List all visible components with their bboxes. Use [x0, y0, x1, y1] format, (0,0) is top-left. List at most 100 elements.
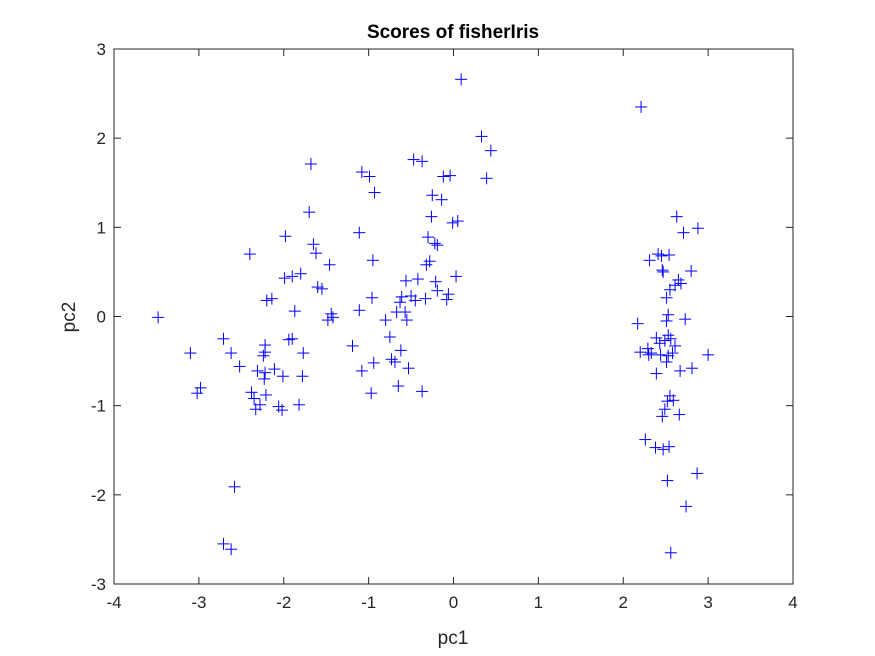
- data-point: [392, 380, 405, 393]
- data-point: [353, 226, 366, 239]
- data-point: [702, 348, 715, 361]
- data-point: [286, 270, 299, 283]
- data-point: [663, 440, 676, 453]
- data-point: [437, 170, 450, 183]
- data-point: [654, 348, 667, 361]
- data-point: [674, 364, 687, 377]
- data-point: [279, 230, 292, 243]
- y-tick-label: 2: [97, 129, 106, 148]
- data-point: [385, 353, 398, 366]
- data-point: [217, 332, 230, 345]
- data-point: [326, 311, 339, 324]
- data-point: [657, 443, 670, 456]
- y-tick-label: -2: [91, 486, 106, 505]
- data-point: [265, 292, 278, 305]
- data-point: [346, 339, 359, 352]
- data-point: [409, 294, 422, 307]
- data-point: [685, 265, 698, 278]
- data-point: [656, 410, 669, 423]
- data-point: [228, 480, 241, 493]
- data-point: [307, 238, 320, 251]
- data-point: [431, 284, 444, 297]
- data-point: [635, 100, 648, 113]
- data-point: [367, 356, 380, 369]
- data-point: [278, 272, 291, 285]
- data-point: [365, 387, 378, 400]
- data-point: [423, 255, 436, 268]
- data-point: [426, 189, 439, 202]
- plot-area: [113, 48, 794, 585]
- data-point: [661, 474, 674, 487]
- data-point: [411, 273, 424, 286]
- x-tick-label: 1: [534, 593, 543, 612]
- data-point: [679, 313, 692, 326]
- y-axis-label: pc2: [59, 302, 80, 333]
- data-point: [685, 362, 698, 375]
- data-point: [653, 337, 666, 350]
- data-point: [419, 292, 432, 305]
- data-point: [282, 333, 295, 346]
- data-point: [455, 73, 468, 86]
- y-axis: -3 -2 -1 0 1 2 3: [91, 40, 793, 594]
- data-point: [674, 277, 687, 290]
- data-point: [425, 210, 438, 223]
- data-point: [655, 249, 668, 262]
- data-point: [323, 258, 336, 271]
- x-tick-label: -1: [361, 593, 376, 612]
- x-tick-label: -3: [191, 593, 206, 612]
- data-point: [293, 398, 306, 411]
- data-point: [402, 362, 415, 375]
- data-point: [366, 291, 379, 304]
- data-point: [484, 144, 497, 157]
- data-point: [680, 500, 693, 513]
- data-point: [268, 363, 281, 376]
- data-point: [657, 265, 670, 278]
- x-tick-label: -4: [106, 593, 121, 612]
- data-point: [355, 364, 368, 377]
- data-point: [451, 215, 464, 228]
- data-point: [664, 546, 677, 559]
- data-point: [660, 291, 673, 304]
- data-point: [442, 288, 455, 301]
- data-point: [258, 372, 271, 385]
- data-point: [428, 237, 441, 250]
- data-point: [662, 308, 675, 321]
- data-point: [631, 317, 644, 330]
- data-point: [645, 347, 658, 360]
- data-point: [663, 248, 676, 261]
- data-point: [634, 346, 647, 359]
- data-point: [450, 270, 463, 283]
- data-point: [669, 339, 682, 352]
- data-point: [669, 279, 682, 292]
- data-point: [664, 332, 677, 345]
- data-point: [353, 304, 366, 317]
- x-tick-label: -2: [276, 593, 291, 612]
- data-point: [259, 366, 272, 379]
- data-point: [429, 275, 442, 288]
- data-point: [276, 370, 289, 383]
- x-tick-label: 0: [449, 593, 458, 612]
- data-point: [656, 264, 669, 277]
- data-point: [225, 543, 238, 556]
- data-point: [480, 172, 493, 185]
- data-point: [422, 231, 435, 244]
- data-point: [650, 331, 663, 344]
- data-point: [660, 355, 673, 368]
- data-point: [435, 193, 448, 206]
- x-axis-label: pc1: [438, 628, 469, 649]
- data-point: [440, 293, 453, 306]
- data-point: [245, 386, 258, 399]
- data-point: [253, 398, 266, 411]
- data-point: [243, 248, 256, 261]
- data-point: [660, 314, 673, 327]
- data-point: [658, 334, 671, 347]
- data-point: [691, 222, 704, 235]
- data-point: [399, 306, 412, 319]
- data-point: [658, 403, 671, 416]
- data-points: [152, 73, 715, 559]
- data-point: [661, 395, 674, 408]
- data-point: [394, 296, 407, 309]
- data-point: [296, 370, 309, 383]
- data-point: [251, 364, 264, 377]
